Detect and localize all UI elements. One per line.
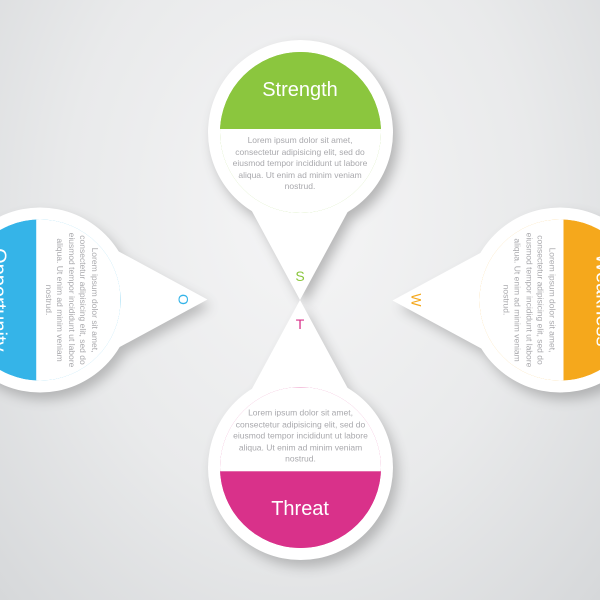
petal-threat: Threat Lorem ipsum dolor sit amet, conse… [208,300,393,560]
petal-title: Strength [262,79,338,102]
petal-body-text: Lorem ipsum dolor sit amet, consectetur … [43,232,100,369]
petal-title: Opportunity [0,248,10,351]
petal-strength: Strength Lorem ipsum dolor sit amet, con… [208,40,393,300]
petal-ring: Strength Lorem ipsum dolor sit amet, con… [220,52,381,213]
center-letter-w: W [409,293,425,306]
petal-ring: Threat Lorem ipsum dolor sit amet, conse… [220,387,381,548]
petal-body-text: Lorem ipsum dolor sit amet, consectetur … [233,135,368,191]
petal-ring: Opportunity Lorem ipsum dolor sit amet, … [0,220,121,381]
petal-body-text: Lorem ipsum dolor sit amet, consectetur … [232,407,369,464]
center-letter-o: O [176,295,192,306]
petal-opportunity: Opportunity Lorem ipsum dolor sit amet, … [0,208,208,393]
petal-title: Threat [271,498,329,521]
center-letter-s: S [295,268,304,284]
center-letter-t: T [296,316,305,332]
petal-title: Weakness [590,253,600,346]
petal-weakness: Weakness Lorem ipsum dolor sit amet, con… [393,208,600,393]
petal-body-text: Lorem ipsum dolor sit amet, consectetur … [501,233,557,368]
petal-ring: Weakness Lorem ipsum dolor sit amet, con… [480,220,600,381]
